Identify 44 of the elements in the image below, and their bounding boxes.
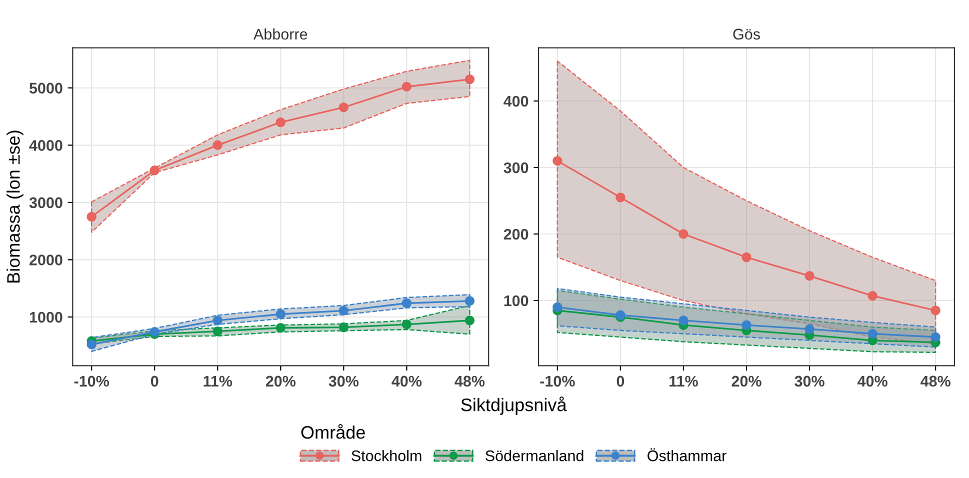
point <box>86 212 96 222</box>
x-tick-label: 20% <box>266 376 296 387</box>
x-tick-label: 48% <box>454 376 485 387</box>
point <box>678 229 688 239</box>
y-tick-label: 100 <box>504 295 528 306</box>
x-tick-label: -10% <box>540 376 575 387</box>
y-tick-label: 300 <box>504 162 528 174</box>
legend-label: Stockholm <box>352 450 422 462</box>
x-tick-label: -10% <box>74 376 110 387</box>
x-tick-label: 30% <box>328 376 359 387</box>
y-tick-label: 2000 <box>30 254 62 266</box>
point <box>212 140 222 150</box>
point <box>276 117 286 128</box>
y-tick-label: 5000 <box>29 82 62 94</box>
x-tick-label: 20% <box>732 376 762 387</box>
x-tick-label: 30% <box>794 376 824 387</box>
legend-label: Östhammar <box>648 448 726 462</box>
chart-title: Abborre <box>254 28 308 40</box>
point <box>402 82 412 92</box>
point <box>464 74 475 84</box>
point <box>742 252 752 262</box>
x-tick-label: 0 <box>150 376 158 387</box>
y-tick-label: 1000 <box>30 312 62 323</box>
point <box>150 166 160 176</box>
y-tick-label: 4000 <box>29 140 62 151</box>
point <box>804 271 814 281</box>
y-tick-label: 3000 <box>29 197 62 208</box>
x-tick-label: 40% <box>857 376 888 387</box>
point <box>616 192 626 202</box>
legend-label: Södermanland <box>486 450 584 462</box>
x-tick-label: 11% <box>204 376 232 387</box>
x-tick-label: 40% <box>392 376 422 387</box>
y-tick-label: 200 <box>504 228 528 240</box>
x-axis-title: Siktdjupsnivå <box>461 396 567 415</box>
legend-title: Område <box>301 424 365 439</box>
point <box>552 156 562 166</box>
chart-title: Gös <box>733 28 760 40</box>
x-tick-label: 11% <box>670 376 698 387</box>
x-tick-label: 48% <box>920 376 950 387</box>
y-axis-title: Biomassa (lon ±se) <box>6 130 24 282</box>
point <box>464 296 475 306</box>
x-tick-label: 0 <box>616 376 624 387</box>
y-tick-label: 400 <box>504 96 528 107</box>
point <box>338 102 349 112</box>
